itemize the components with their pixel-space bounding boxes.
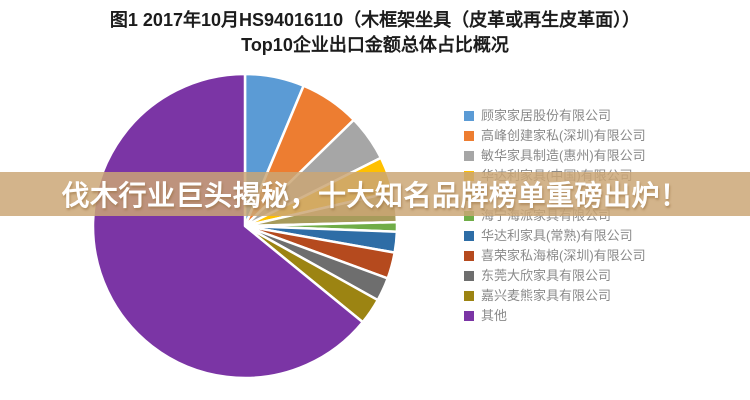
legend-item: 嘉兴麦熊家具有限公司	[464, 286, 646, 306]
legend-item: 敏华家具制造(惠州)有限公司	[464, 146, 646, 166]
legend-swatch-icon	[464, 271, 474, 281]
legend-swatch-icon	[464, 211, 474, 221]
legend-swatch-icon	[464, 131, 474, 141]
legend-label: 敏华家具制造(惠州)有限公司	[481, 148, 646, 163]
legend-swatch-icon	[464, 111, 474, 121]
legend-item: 东莞大欣家具有限公司	[464, 266, 646, 286]
chart-title: 图1 2017年10月HS94016110（木框架坐具（皮革或再生皮革面）） T…	[0, 8, 750, 58]
legend-label: 喜荣家私海棉(深圳)有限公司	[481, 248, 646, 263]
legend-item: 华达利家具(常熟)有限公司	[464, 226, 646, 246]
legend-label: 顾家家居股份有限公司	[481, 108, 612, 123]
legend-item: 顾家家居股份有限公司	[464, 106, 646, 126]
overlay-banner-text: 伐木行业巨头揭秘，十大知名品牌榜单重磅出炉！	[61, 180, 689, 211]
legend-swatch-icon	[464, 291, 474, 301]
legend-item: 其他	[464, 306, 646, 326]
legend-swatch-icon	[464, 311, 474, 321]
chart-title-line2: Top10企业出口金额总体占比概况	[241, 35, 509, 55]
legend-swatch-icon	[464, 151, 474, 161]
legend-label: 华达利家具(常熟)有限公司	[481, 228, 633, 243]
legend-swatch-icon	[464, 231, 474, 241]
overlay-banner: 伐木行业巨头揭秘，十大知名品牌榜单重磅出炉！	[0, 172, 750, 216]
legend-item: 喜荣家私海棉(深圳)有限公司	[464, 246, 646, 266]
legend: 顾家家居股份有限公司高峰创建家私(深圳)有限公司 敏华家具制造(惠州)有限公司 华达…	[464, 106, 646, 326]
pie-slice	[91, 72, 364, 380]
legend-item: 高峰创建家私(深圳)有限公司	[464, 126, 646, 146]
legend-label: 东莞大欣家具有限公司	[481, 268, 612, 283]
chart-title-line1: 图1 2017年10月HS94016110（木框架坐具（皮革或再生皮革面））	[109, 10, 641, 30]
legend-swatch-icon	[464, 251, 474, 261]
legend-label: 高峰创建家私(深圳)有限公司	[481, 128, 646, 143]
legend-label: 其他	[481, 308, 508, 323]
legend-label: 嘉兴麦熊家具有限公司	[481, 288, 612, 303]
